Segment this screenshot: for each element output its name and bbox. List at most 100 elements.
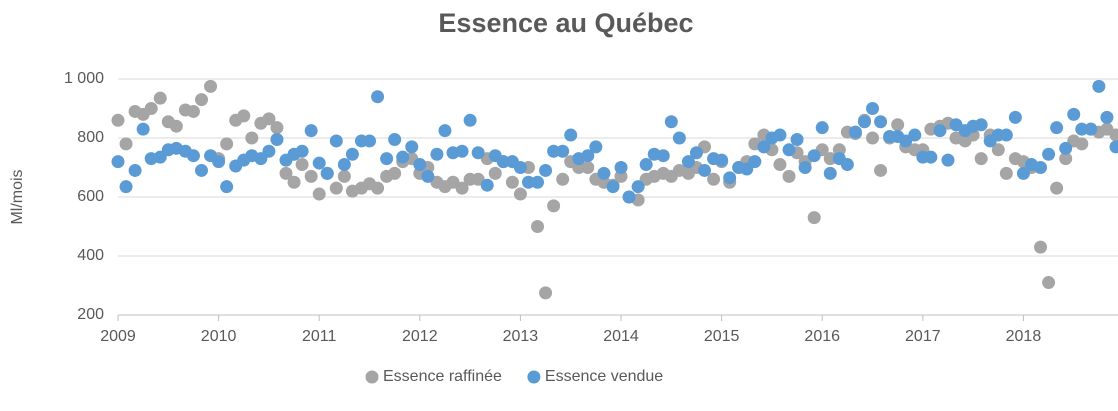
x-tick-label: 2012	[402, 328, 438, 345]
point	[304, 124, 318, 138]
point	[715, 153, 729, 167]
point	[807, 211, 821, 225]
point	[606, 180, 620, 194]
point	[388, 166, 402, 180]
legend-marker	[527, 370, 541, 384]
point	[723, 171, 737, 185]
point	[455, 144, 469, 158]
point	[539, 286, 553, 300]
point	[262, 144, 276, 158]
x-tick-label: 2009	[100, 328, 136, 345]
point	[1109, 128, 1118, 142]
point	[195, 163, 209, 177]
point	[337, 158, 351, 172]
point	[329, 181, 343, 195]
point	[547, 144, 561, 158]
point	[991, 143, 1005, 157]
point	[782, 143, 796, 157]
y-tick-label: 200	[77, 306, 104, 323]
point	[773, 158, 787, 172]
point	[421, 169, 435, 183]
point	[128, 163, 142, 177]
point	[169, 119, 183, 133]
point	[556, 144, 570, 158]
point	[463, 113, 477, 127]
point	[581, 149, 595, 163]
point	[396, 150, 410, 164]
point	[807, 149, 821, 163]
point	[974, 118, 988, 132]
point	[866, 102, 880, 115]
point	[111, 155, 125, 169]
point	[521, 175, 535, 189]
point	[186, 149, 200, 163]
point	[337, 169, 351, 183]
point	[748, 155, 762, 169]
point	[639, 158, 653, 172]
point	[581, 161, 595, 174]
point	[1034, 161, 1048, 174]
point	[790, 132, 804, 146]
point	[1008, 110, 1022, 124]
point	[320, 166, 334, 180]
point	[270, 132, 284, 146]
point	[1084, 122, 1098, 136]
point	[513, 161, 527, 174]
point	[413, 158, 427, 172]
x-tick-label: 2017	[905, 328, 941, 345]
point	[848, 125, 862, 139]
point	[153, 91, 167, 105]
point	[312, 187, 326, 201]
point	[195, 93, 209, 107]
point	[212, 155, 226, 169]
point	[295, 158, 309, 172]
legend-marker	[365, 370, 379, 384]
legend-label: Essence raffinée	[383, 368, 502, 385]
point	[220, 180, 234, 194]
point	[707, 172, 721, 186]
point	[1075, 122, 1089, 136]
point	[857, 115, 871, 129]
point	[1059, 152, 1073, 166]
point	[1067, 107, 1081, 121]
point	[840, 158, 854, 172]
chart-title: Essence au Québec	[438, 8, 693, 38]
point	[622, 190, 636, 204]
x-tick-label: 2011	[302, 328, 337, 345]
point	[874, 163, 888, 177]
point	[631, 180, 645, 194]
point	[136, 122, 150, 136]
point	[1034, 240, 1048, 254]
legend-label: Essence vendue	[545, 368, 663, 385]
point	[974, 152, 988, 166]
point	[782, 169, 796, 183]
point	[908, 128, 922, 142]
point	[1050, 121, 1064, 135]
point	[823, 166, 837, 180]
y-tick-label: 1 000	[64, 70, 104, 87]
point	[287, 175, 301, 189]
point	[345, 147, 359, 161]
point	[496, 155, 510, 169]
point	[1016, 166, 1030, 180]
point	[1042, 147, 1056, 161]
point	[1075, 137, 1089, 151]
point	[924, 150, 938, 164]
point	[480, 178, 494, 192]
point	[329, 134, 343, 148]
point	[597, 166, 611, 180]
point	[237, 109, 251, 123]
point	[773, 128, 787, 142]
x-tick-label: 2015	[704, 328, 740, 345]
point	[471, 146, 485, 160]
point	[245, 131, 259, 145]
y-tick-label: 800	[77, 129, 104, 146]
x-tick-label: 2016	[804, 328, 840, 345]
point	[698, 163, 712, 177]
point	[891, 118, 905, 132]
point	[488, 166, 502, 180]
point	[656, 149, 670, 163]
point	[999, 166, 1013, 180]
point	[220, 137, 234, 151]
